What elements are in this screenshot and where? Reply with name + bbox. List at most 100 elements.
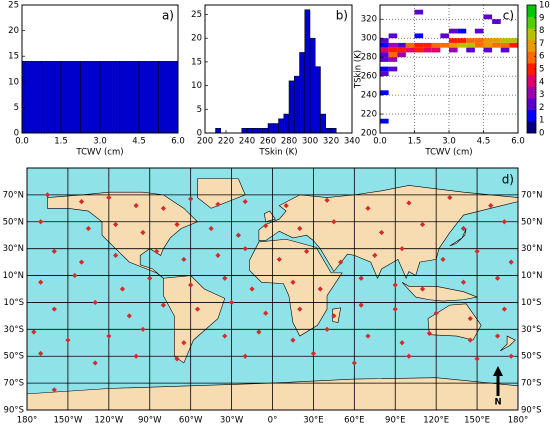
station-point — [419, 286, 426, 292]
cell — [388, 57, 398, 62]
bar — [158, 61, 179, 134]
station-point — [215, 252, 221, 258]
bar — [262, 128, 269, 134]
frame — [26, 167, 519, 411]
bar — [252, 128, 258, 134]
station-point — [242, 199, 248, 205]
x-tick-label: 120°W — [94, 416, 123, 426]
bar — [320, 113, 326, 134]
station-point — [372, 252, 378, 258]
colorbar-segment — [527, 28, 536, 41]
station-point — [276, 256, 282, 263]
station-point — [228, 299, 235, 306]
cell — [380, 52, 389, 58]
station-point — [494, 275, 501, 281]
station-point — [317, 286, 323, 292]
station-point — [249, 286, 255, 292]
colorbar-tick-label: 6 — [539, 52, 544, 62]
station-point — [303, 248, 310, 254]
station-point — [501, 219, 507, 225]
cell — [474, 42, 484, 48]
station-point — [92, 299, 98, 306]
station-point — [65, 337, 71, 343]
cell — [483, 38, 493, 43]
station-point — [399, 246, 405, 252]
station-point — [31, 329, 37, 335]
station-point — [392, 282, 398, 288]
station-point — [215, 201, 221, 207]
x-tick-label: 0.0 — [373, 137, 387, 147]
x-axis-label: TSkin (K) — [258, 148, 297, 158]
panel-label: c) — [503, 9, 514, 23]
x-tick-label: 0.0 — [15, 137, 29, 147]
cell — [483, 42, 493, 48]
x-tick-label: 1.5 — [408, 137, 422, 147]
station-point — [365, 205, 371, 211]
station-point — [51, 248, 57, 254]
cell — [397, 47, 406, 53]
bar — [138, 61, 159, 134]
y-tick-label: 5 — [14, 103, 19, 113]
colorbar-segment — [527, 51, 536, 64]
station-point — [174, 221, 180, 228]
bar — [119, 61, 140, 134]
cell — [388, 52, 398, 58]
panel-label: b) — [336, 9, 348, 23]
x-tick-label: 240 — [239, 137, 255, 147]
colorbar-segment — [527, 74, 536, 87]
cell — [500, 38, 510, 43]
y-tick-label: 90°S — [4, 406, 24, 416]
station-point — [242, 353, 248, 359]
station-point — [181, 340, 187, 346]
station-point — [310, 350, 317, 357]
cell — [380, 42, 389, 48]
x-tick-label: 280 — [281, 137, 297, 147]
station-point — [222, 333, 228, 339]
station-point — [78, 199, 85, 205]
cell — [380, 38, 389, 43]
cell — [380, 71, 389, 77]
y-tick-label: 280 — [361, 53, 377, 63]
bar — [330, 128, 337, 134]
madagascar — [332, 307, 342, 323]
x-tick-label: 120°E — [423, 416, 449, 426]
x-tick-label: 90°W — [138, 416, 162, 426]
y-tick-label: 260 — [361, 72, 377, 82]
bar — [315, 66, 321, 134]
x-tick-label: 260 — [260, 137, 276, 147]
y-tick-label-right: 10°N — [521, 271, 542, 281]
colorbar-tick-label: 2 — [539, 103, 544, 113]
panel-label: d) — [502, 173, 514, 187]
station-point — [508, 259, 514, 265]
cell — [483, 14, 493, 20]
cell — [449, 28, 458, 34]
y-tick-label-right: 10°S — [521, 298, 541, 308]
cell — [388, 47, 398, 53]
y-tick-label: 15 — [191, 57, 202, 67]
station-point — [92, 360, 98, 366]
cell — [474, 38, 484, 43]
colorbar-segment — [527, 98, 536, 111]
colorbar-tick-label: 1 — [539, 116, 544, 126]
bar — [299, 52, 305, 134]
cell — [492, 19, 501, 24]
colorbar-segment — [527, 109, 536, 122]
station-point — [460, 279, 467, 285]
y-tick-label-right: 70°N — [521, 190, 542, 200]
x-tick-label: 6.0 — [171, 137, 185, 147]
x-tick-label: 320 — [323, 137, 339, 147]
station-point — [51, 306, 57, 312]
station-point — [351, 360, 357, 366]
y-tick-label: 15 — [8, 52, 19, 62]
cell — [388, 33, 398, 39]
x-tick-label: 90°E — [385, 416, 405, 426]
x-tick-label: 4.5 — [132, 137, 146, 147]
y-tick-label: 10 — [191, 81, 202, 91]
x-tick-label: 0° — [268, 416, 278, 426]
station-point — [358, 275, 364, 281]
station-point — [467, 315, 473, 322]
station-point — [133, 203, 139, 209]
x-tick-label: 30°W — [220, 416, 244, 426]
station-point — [78, 259, 85, 265]
x-tick-label: 1.5 — [54, 137, 68, 147]
